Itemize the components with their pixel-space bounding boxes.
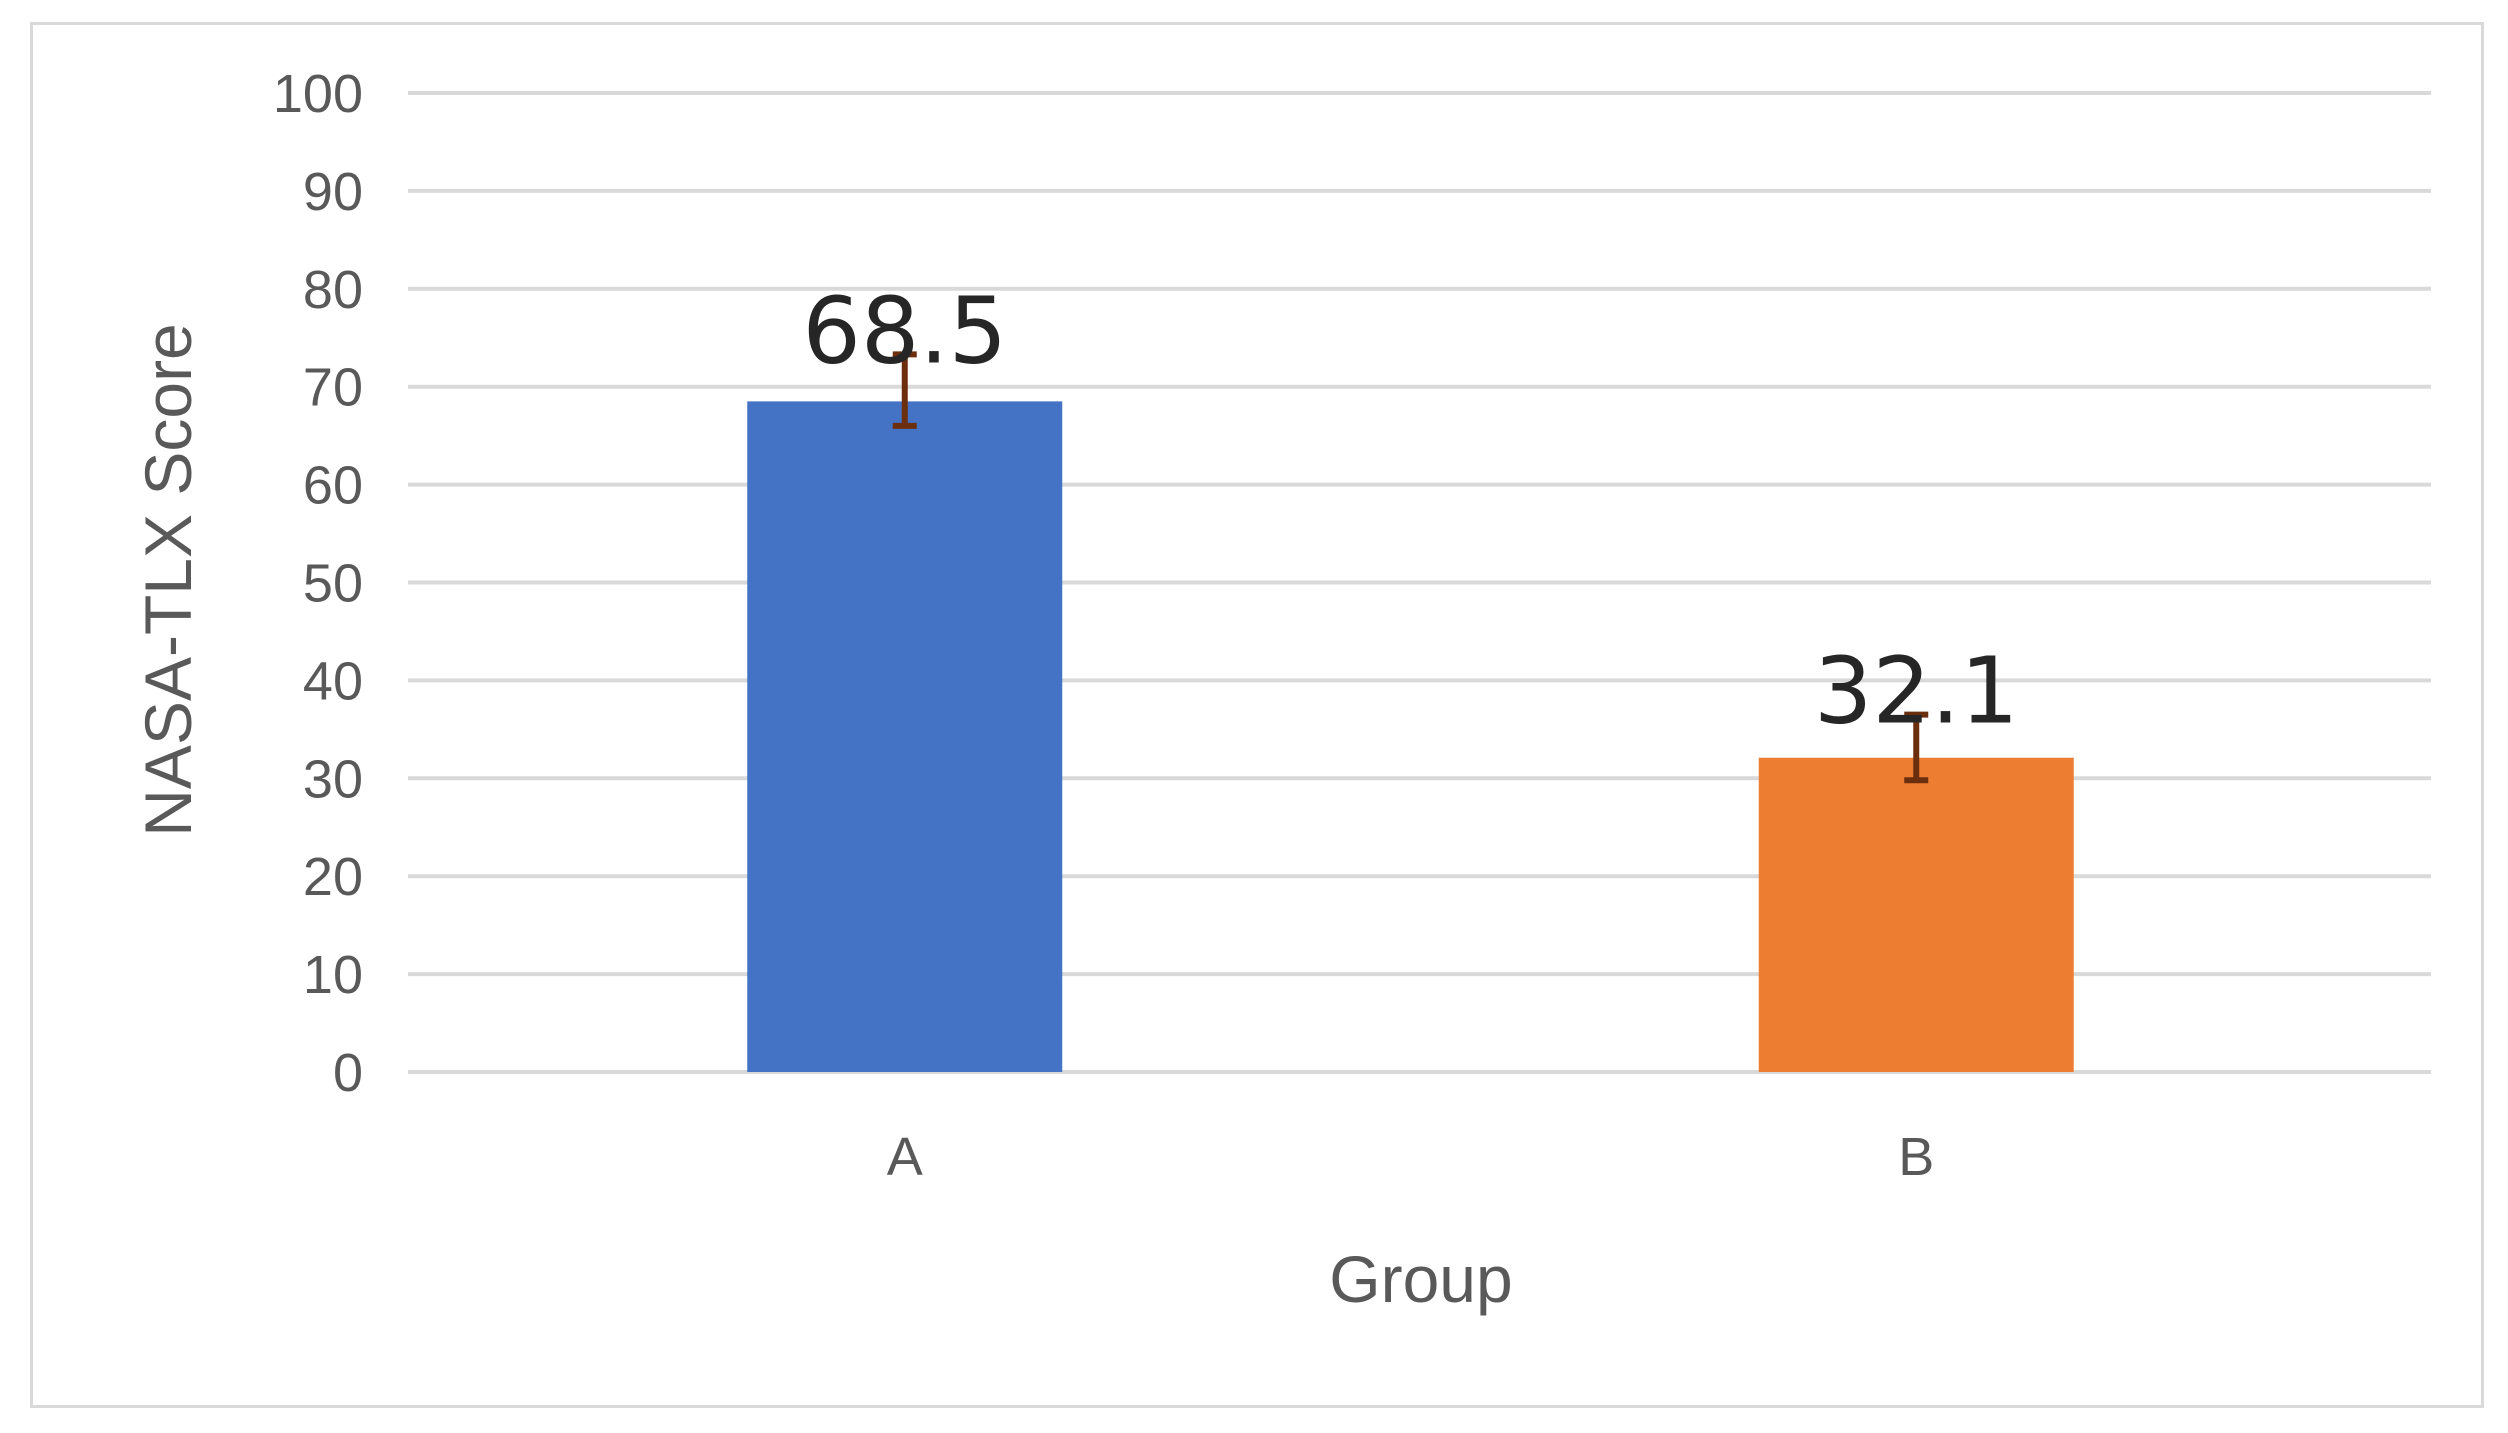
- y-tick-label: 40: [303, 651, 363, 711]
- data-label: 68.5: [802, 277, 1007, 384]
- y-tick-label: 10: [303, 945, 363, 1005]
- x-tick-label: A: [887, 1127, 923, 1187]
- gridlines: [408, 91, 2431, 1074]
- bars: [747, 401, 2074, 1072]
- y-tick-label: 70: [303, 358, 363, 418]
- y-tick-label: 90: [303, 162, 363, 222]
- bar: [747, 401, 1063, 1072]
- bar: [1758, 757, 2074, 1072]
- y-tick-label: 50: [303, 554, 363, 614]
- y-tick-label: 80: [303, 260, 363, 320]
- y-axis-title: NASA-TLX Score: [131, 323, 205, 837]
- data-label: 32.1: [1814, 638, 2019, 745]
- y-tick-label: 20: [303, 847, 363, 907]
- y-tick-label: 0: [333, 1043, 363, 1103]
- x-axis-title: Group: [1329, 1242, 1512, 1316]
- error-bars: [892, 351, 1929, 784]
- data-labels: 68.5 32.1: [802, 277, 2018, 744]
- y-tick-label: 100: [273, 64, 363, 124]
- y-axis-ticks: 0 10 20 30 40 50 60 70 80 90 100: [273, 64, 363, 1103]
- x-tick-label: B: [1898, 1127, 1934, 1187]
- y-tick-label: 60: [303, 456, 363, 516]
- y-tick-label: 30: [303, 749, 363, 809]
